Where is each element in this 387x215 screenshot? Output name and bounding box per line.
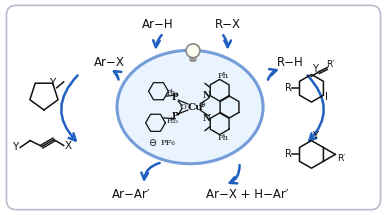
Text: Ar−X: Ar−X	[94, 56, 125, 69]
Text: R: R	[285, 149, 292, 159]
Text: O: O	[180, 103, 187, 111]
Text: Ph: Ph	[217, 72, 228, 80]
Text: R−X: R−X	[214, 18, 241, 31]
Text: Y: Y	[312, 64, 319, 74]
Text: R′: R′	[326, 60, 334, 69]
Text: PF₆: PF₆	[161, 138, 175, 147]
Text: Y: Y	[50, 78, 56, 88]
Text: Ph: Ph	[217, 134, 228, 142]
Text: Y: Y	[312, 131, 319, 141]
Text: N: N	[203, 91, 211, 100]
Text: R′: R′	[337, 154, 345, 163]
Ellipse shape	[117, 50, 263, 164]
Text: Ph₂: Ph₂	[166, 89, 178, 97]
Text: Ar−H: Ar−H	[142, 18, 173, 31]
Text: R: R	[285, 83, 292, 93]
Text: P: P	[172, 112, 179, 121]
Text: R−H: R−H	[277, 56, 304, 69]
Text: I: I	[325, 92, 328, 102]
Circle shape	[186, 44, 200, 58]
Text: Ph₂: Ph₂	[166, 117, 178, 125]
Text: N: N	[203, 114, 211, 123]
Text: ⊕: ⊕	[199, 100, 205, 109]
Text: Y: Y	[12, 143, 19, 152]
Text: P: P	[172, 93, 179, 102]
Text: X: X	[65, 141, 72, 150]
FancyBboxPatch shape	[7, 5, 380, 210]
Text: Ar−Ar′: Ar−Ar′	[111, 188, 150, 201]
Text: Cu: Cu	[187, 103, 203, 112]
Text: Ar−X + H−Ar′: Ar−X + H−Ar′	[206, 188, 289, 201]
Text: ⊖: ⊖	[149, 138, 157, 147]
